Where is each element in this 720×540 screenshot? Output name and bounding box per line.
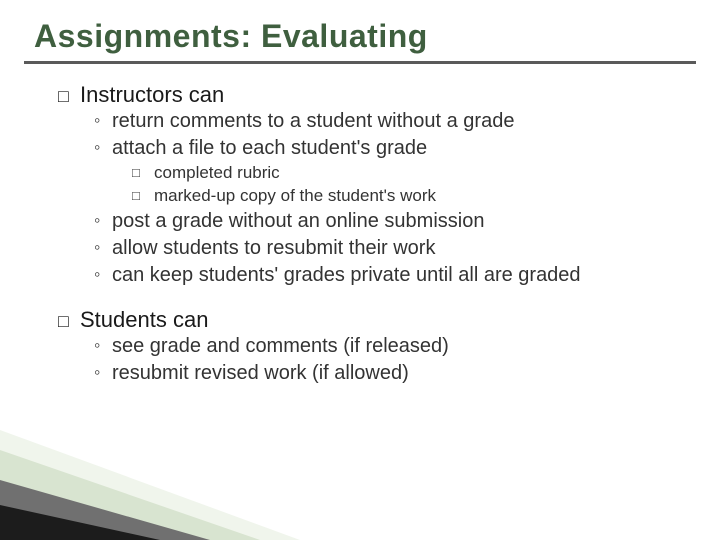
- list-item: □ marked-up copy of the student's work: [132, 185, 686, 208]
- list-item-text: can keep students' grades private until …: [112, 264, 581, 286]
- square-bullet-icon: □: [132, 164, 140, 182]
- square-bullet-icon: □: [58, 311, 80, 332]
- list-item-text: resubmit revised work (if allowed): [112, 362, 409, 384]
- section-head-text: Students can: [80, 307, 208, 332]
- slide-title: Assignments: Evaluating: [34, 18, 686, 55]
- section-head-text: Instructors can: [80, 82, 224, 107]
- square-bullet-icon: □: [132, 187, 140, 205]
- list-item: attach a file to each student's grade □ c…: [94, 135, 686, 208]
- list-item: post a grade without an online submissio…: [94, 208, 686, 235]
- instructors-list: return comments to a student without a g…: [58, 108, 686, 289]
- list-item-text: allow students to resubmit their work: [112, 237, 435, 259]
- list-item: return comments to a student without a g…: [94, 108, 686, 135]
- attach-file-sublist: □ completed rubric □ marked-up copy of the…: [112, 162, 686, 208]
- list-item-text: marked-up copy of the student's work: [154, 186, 436, 205]
- section-students-wrap: □Students can see grade and comments (if…: [58, 307, 686, 387]
- students-list: see grade and comments (if released) res…: [58, 333, 686, 387]
- list-item-text: see grade and comments (if released): [112, 335, 449, 357]
- list-item-text: return comments to a student without a g…: [112, 110, 514, 132]
- list-item: □ completed rubric: [132, 162, 686, 185]
- list-item-text: post a grade without an online submissio…: [112, 210, 484, 232]
- corner-wedge-decoration: [0, 430, 300, 540]
- list-item: allow students to resubmit their work: [94, 235, 686, 262]
- square-bullet-icon: □: [58, 86, 80, 107]
- list-item: see grade and comments (if released): [94, 333, 686, 360]
- slide: Assignments: Evaluating □Instructors can…: [0, 0, 720, 540]
- title-rule: [24, 61, 696, 64]
- content-area: □Instructors can return comments to a st…: [34, 82, 686, 387]
- section-head-students: □Students can: [58, 307, 686, 333]
- list-item: resubmit revised work (if allowed): [94, 360, 686, 387]
- list-item-text: attach a file to each student's grade: [112, 137, 427, 159]
- section-head-instructors: □Instructors can: [58, 82, 686, 108]
- list-item-text: completed rubric: [154, 163, 280, 182]
- list-item: can keep students' grades private until …: [94, 262, 686, 289]
